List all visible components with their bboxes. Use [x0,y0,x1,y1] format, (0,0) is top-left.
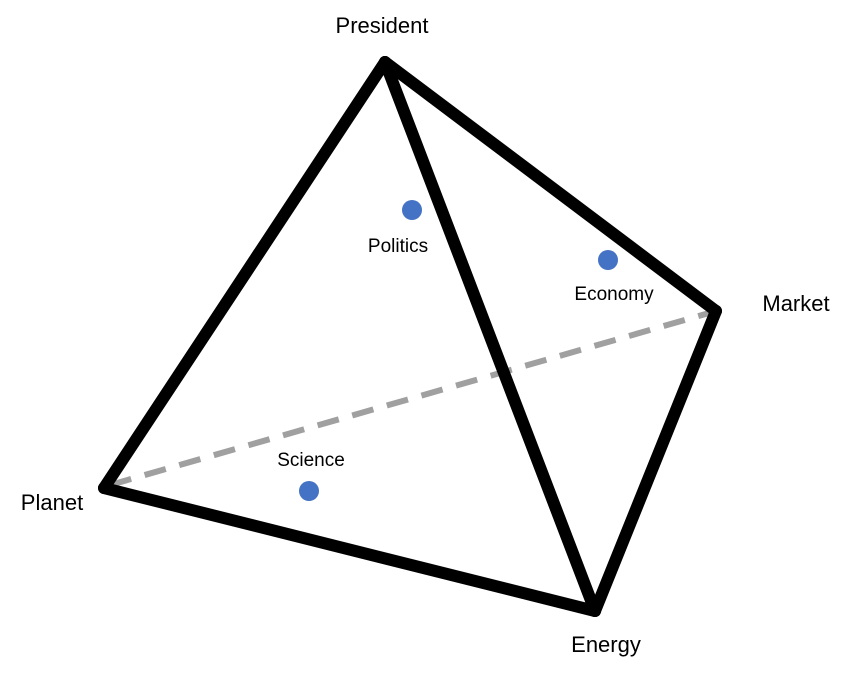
market-label: Market [762,291,829,316]
edge-planet-energy [104,488,595,611]
science-label: Science [277,450,345,471]
planet-label: Planet [21,490,83,515]
science-dot [299,481,319,501]
economy-label: Economy [574,284,654,305]
energy-label: Energy [571,632,641,657]
economy-dot [598,250,618,270]
politics-dot [402,200,422,220]
politics-label: Politics [368,236,428,257]
president-label: President [336,13,429,38]
edge-market-energy [595,311,716,611]
edge-president-planet [104,62,385,488]
